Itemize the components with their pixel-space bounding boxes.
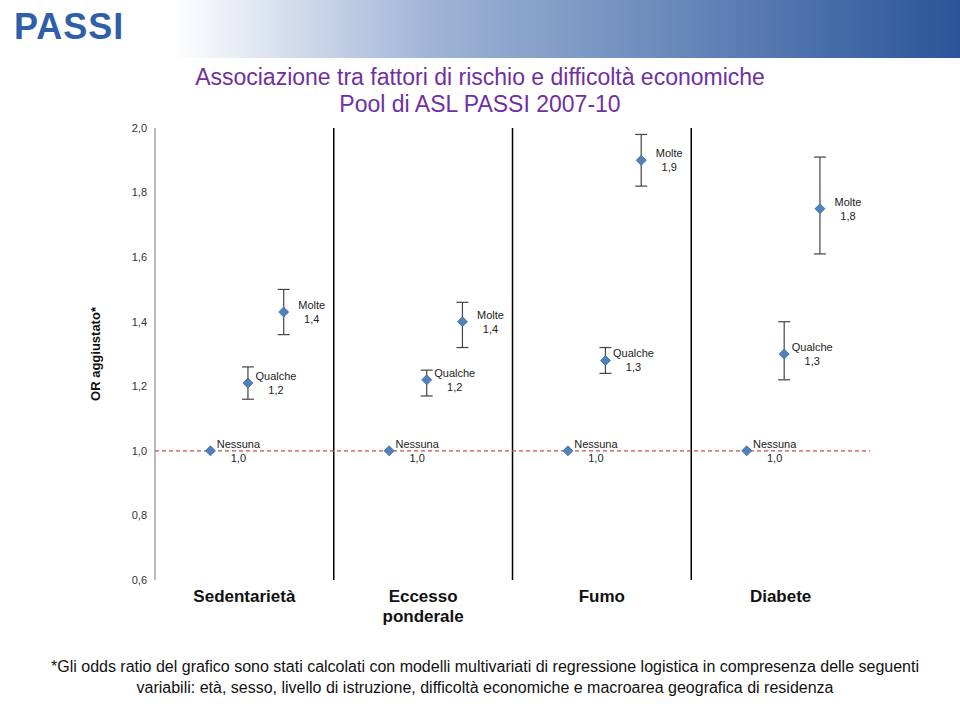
svg-text:Molte1,4: Molte1,4 bbox=[477, 309, 504, 335]
html-text:Associazione tra fattori di ri: Associazione tra fattori di rischio e di… bbox=[195, 64, 765, 90]
svg-text:Fumo: Fumo bbox=[579, 587, 625, 606]
html-text:Pool di ASL PASSI 2007-10: Pool di ASL PASSI 2007-10 bbox=[339, 91, 621, 117]
svg-text:Molte1,9: Molte1,9 bbox=[656, 147, 683, 173]
svg-text:Eccessoponderale: Eccessoponderale bbox=[383, 587, 464, 626]
svg-text:1,6: 1,6 bbox=[132, 251, 147, 263]
svg-text:Qualche1,2: Qualche1,2 bbox=[255, 370, 296, 396]
svg-text:1,0: 1,0 bbox=[132, 445, 147, 457]
svg-text:1,4: 1,4 bbox=[132, 316, 147, 328]
html-text:*Gli odds ratio del grafico so: *Gli odds ratio del grafico sono stati c… bbox=[51, 658, 919, 696]
svg-text:Molte1,8: Molte1,8 bbox=[834, 196, 861, 222]
html-text:PASSI: PASSI bbox=[14, 6, 125, 47]
svg-text:Nessuna1,0: Nessuna1,0 bbox=[395, 438, 439, 464]
svg-text:Nessuna1,0: Nessuna1,0 bbox=[217, 438, 261, 464]
svg-text:1,8: 1,8 bbox=[132, 186, 147, 198]
svg-text:Qualche1,2: Qualche1,2 bbox=[434, 367, 475, 393]
svg-text:1,2: 1,2 bbox=[132, 380, 147, 392]
svg-text:Sedentarietà: Sedentarietà bbox=[193, 587, 296, 606]
svg-text:Molte1,4: Molte1,4 bbox=[298, 299, 325, 325]
svg-text:Diabete: Diabete bbox=[750, 587, 811, 606]
svg-text:2,0: 2,0 bbox=[132, 122, 147, 134]
svg-text:Nessuna1,0: Nessuna1,0 bbox=[574, 438, 618, 464]
svg-text:0,6: 0,6 bbox=[132, 574, 147, 586]
svg-text:Qualche1,3: Qualche1,3 bbox=[613, 347, 654, 373]
svg-text:Qualche1,3: Qualche1,3 bbox=[792, 341, 833, 367]
svg-text:Nessuna1,0: Nessuna1,0 bbox=[753, 438, 797, 464]
svg-text:OR aggiustato*: OR aggiustato* bbox=[88, 306, 103, 401]
svg-text:0,8: 0,8 bbox=[132, 509, 147, 521]
